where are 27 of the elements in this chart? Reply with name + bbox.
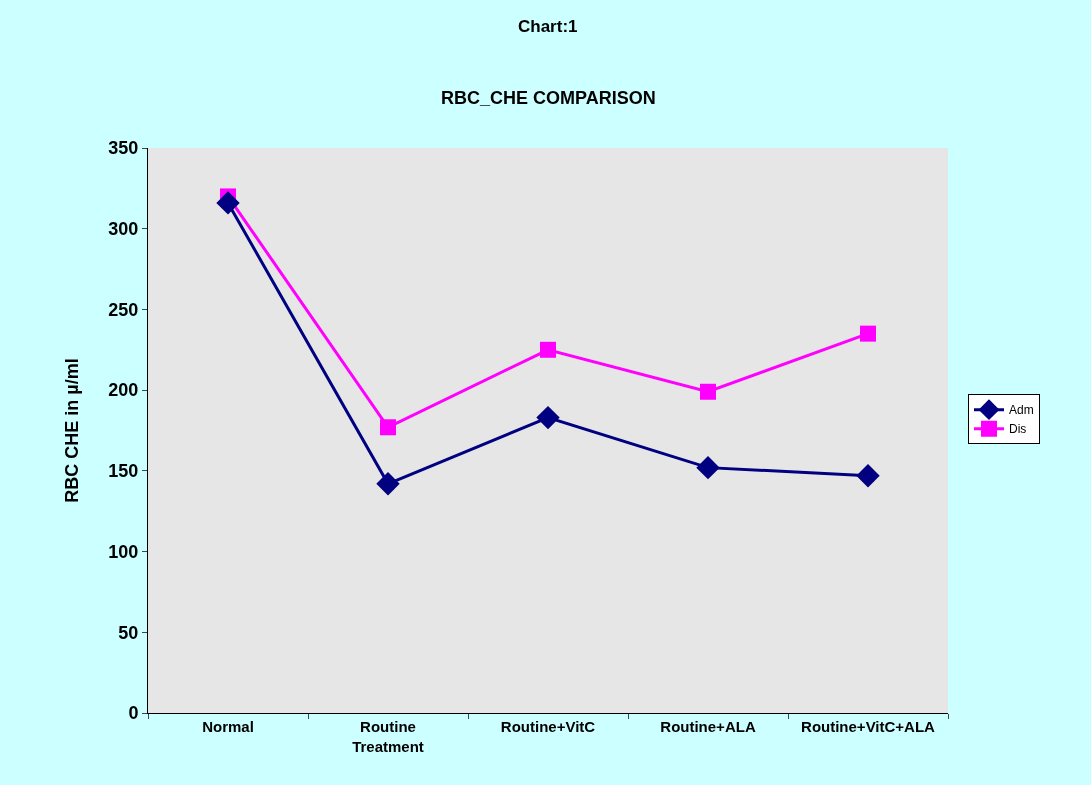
x-tick-label: Normal [202,718,254,735]
point [380,419,396,436]
point [540,341,556,358]
chart-title: Chart:1 [518,17,578,36]
y-tick-label: 250 [108,299,139,320]
legend-label: Adm [1009,403,1034,418]
legend-label: Dis [1009,422,1027,437]
point [696,455,720,480]
point [856,464,880,488]
x-tick-label: Routine+VitC [500,718,596,735]
x-tick-label: Routine Treatment [352,718,424,755]
y-tick-label: 100 [108,541,139,562]
point [700,383,716,400]
y-tick-label: 200 [108,380,139,401]
x-tick-label: Routine+VitC+ALA [801,718,936,735]
point [536,405,560,430]
y-tick-label: 150 [108,461,139,482]
y-tick-label: 0 [128,703,139,724]
x-tick-label: Routine+ALA [660,718,756,735]
y-tick-label: 300 [108,219,139,240]
point [860,325,876,342]
y-tick-label: 350 [108,138,139,159]
chart-subtitle: RBC_CHE COMPARISON [441,88,656,108]
point [216,191,240,215]
y-tick-label: 50 [118,622,139,643]
point [376,472,400,496]
y-axis-title: RBC CHE in µ/ml [61,358,82,503]
